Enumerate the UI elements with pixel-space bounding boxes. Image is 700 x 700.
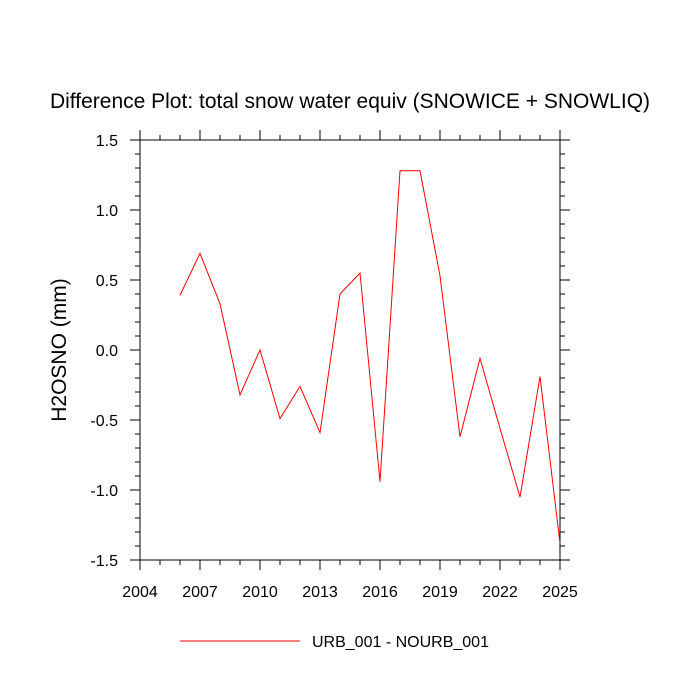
x-axis-ticks	[139, 130, 561, 570]
x-tick-label: 2019	[422, 584, 458, 601]
y-tick-label: 0.0	[96, 343, 118, 360]
y-tick-label: -1.0	[90, 483, 118, 500]
x-tick-label: 2022	[482, 584, 518, 601]
chart-title: Difference Plot: total snow water equiv …	[50, 90, 650, 113]
x-tick-label: 2007	[182, 584, 218, 601]
y-axis-label: H2OSNO (mm)	[48, 278, 71, 422]
legend: URB_001 - NOURB_001	[180, 634, 489, 651]
y-tick-label: 0.5	[96, 273, 118, 290]
y-axis-tick-labels: 1.5 1.0 0.5 0.0 -0.5 -1.0 -1.5	[90, 133, 118, 570]
y-tick-label: 1.5	[96, 133, 118, 150]
y-tick-label: -1.5	[90, 553, 118, 570]
series-line-urb-minus-nourb	[179, 170, 561, 544]
y-tick-label: -0.5	[90, 413, 118, 430]
y-tick-label: 1.0	[96, 203, 118, 220]
legend-label-urb-minus-nourb: URB_001 - NOURB_001	[312, 634, 489, 651]
x-tick-label: 2010	[242, 584, 278, 601]
x-tick-label: 2025	[542, 584, 578, 601]
plot-frame	[139, 139, 561, 561]
x-axis-tick-labels: 2004 2007 2010 2013 2016 2019 2022 2025	[122, 584, 578, 601]
series-layer	[179, 170, 561, 544]
x-tick-label: 2016	[362, 584, 398, 601]
x-tick-label: 2013	[302, 584, 338, 601]
x-tick-label: 2004	[122, 584, 158, 601]
y-axis-ticks	[130, 139, 570, 561]
